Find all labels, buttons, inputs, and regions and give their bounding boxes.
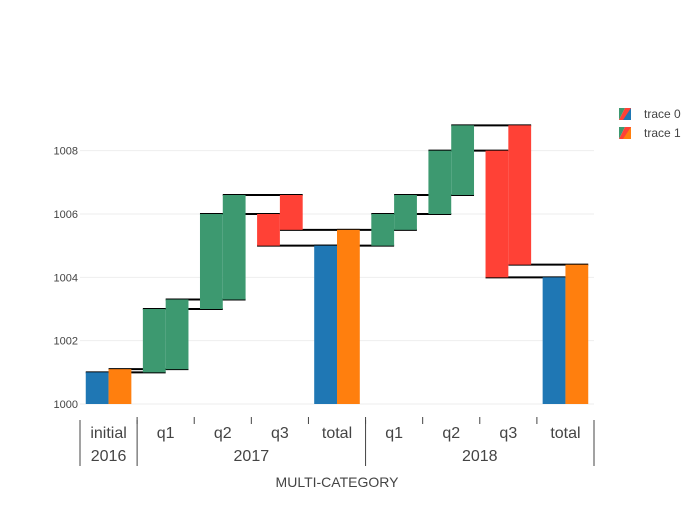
x-axis: initial q1 q2 q3 total q1 q2 q3 total 2016 2017 201… <box>79 417 595 466</box>
y-tick-label: 1008 <box>54 146 78 158</box>
bar-trace-0-7 <box>485 150 509 278</box>
bar-trace-1-2 <box>222 195 246 300</box>
bar-trace-1-4 <box>337 229 360 404</box>
x-category-label: q2 <box>442 425 460 442</box>
bar-trace-1-6 <box>451 125 475 195</box>
legend-label: trace 1 <box>644 126 681 140</box>
x-category-label: q1 <box>385 425 403 442</box>
x-group-label: 2018 <box>462 448 498 465</box>
bar-trace-0-8 <box>542 277 566 404</box>
bar-trace-1-1 <box>165 299 189 370</box>
x-category-label: total <box>550 425 580 442</box>
bar-trace-0-0 <box>85 372 109 404</box>
x-category-label: q1 <box>157 425 175 442</box>
legend-swatch-total <box>623 127 631 139</box>
bar-trace-0-6 <box>428 150 452 214</box>
bar-trace-0-3 <box>257 214 280 246</box>
legend[interactable]: trace 0 trace 1 <box>619 107 681 140</box>
bar-trace-0-1 <box>142 309 166 373</box>
legend-item-trace-1[interactable]: trace 1 <box>619 126 681 140</box>
bar-trace-0-4 <box>314 245 337 404</box>
y-tick-label: 1006 <box>54 209 78 221</box>
legend-item-trace-0[interactable]: trace 0 <box>619 107 681 121</box>
x-category-label: q3 <box>271 425 289 442</box>
bar-trace-0-5 <box>371 214 395 246</box>
x-category-label: total <box>322 425 352 442</box>
x-axis-title: MULTI-CATEGORY <box>276 474 400 490</box>
x-group-label: 2017 <box>234 448 270 465</box>
y-tick-label: 1000 <box>54 399 78 411</box>
x-category-label: q3 <box>499 425 517 442</box>
bar-trace-0-2 <box>199 214 223 309</box>
legend-label: trace 0 <box>644 107 681 121</box>
legend-swatch-total <box>623 108 631 120</box>
x-category-label: q2 <box>214 425 232 442</box>
bar-trace-1-8 <box>565 264 589 404</box>
bar-trace-1-3 <box>279 195 303 230</box>
x-category-label: initial <box>90 425 126 442</box>
bar-trace-1-5 <box>394 195 417 230</box>
y-tick-label: 1002 <box>54 336 78 348</box>
bars <box>85 125 589 404</box>
x-group-label: 2016 <box>91 448 127 465</box>
y-axis-ticks: 1000 1002 1004 1006 1008 <box>54 146 78 411</box>
bar-trace-1-0 <box>108 369 132 404</box>
y-tick-label: 1004 <box>54 272 78 284</box>
bar-trace-1-7 <box>508 125 532 265</box>
